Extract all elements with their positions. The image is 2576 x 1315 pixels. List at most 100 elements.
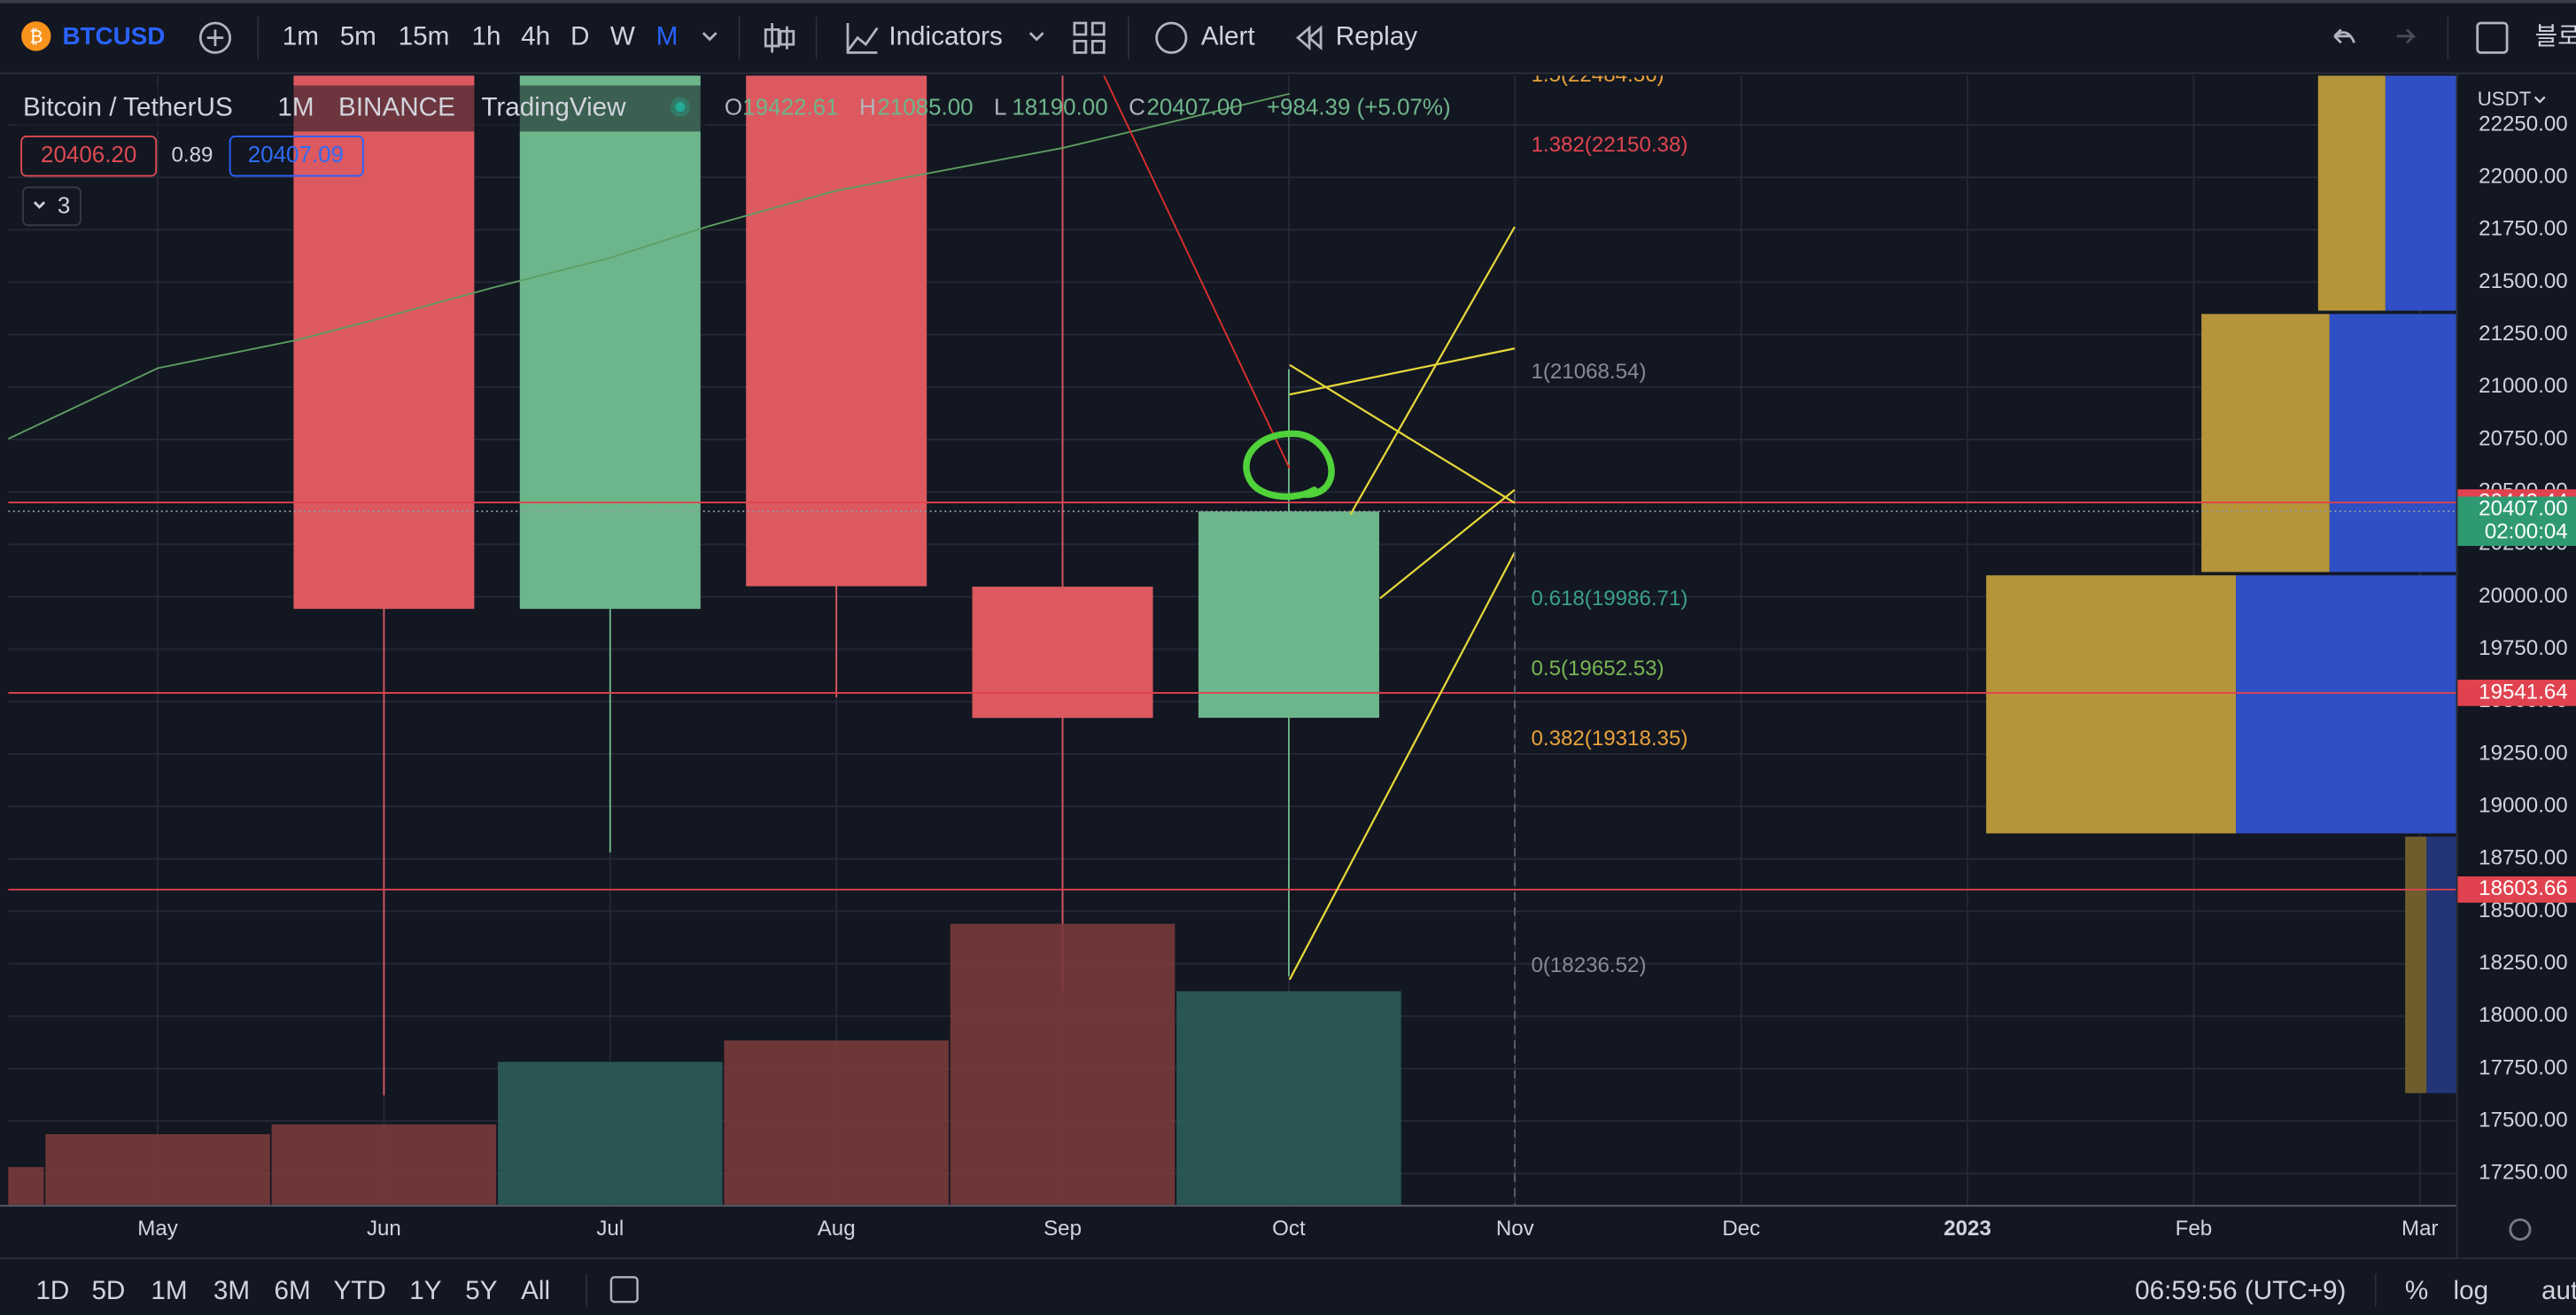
range-button[interactable]: 6M bbox=[275, 1276, 311, 1305]
alert-icon bbox=[1155, 21, 1188, 54]
x-tick-label: Dec bbox=[1722, 1217, 1760, 1241]
y-tick-label: 20000.00 bbox=[2479, 584, 2568, 608]
y-tick-label: 18250.00 bbox=[2479, 951, 2568, 975]
interval-button[interactable]: M bbox=[656, 22, 679, 51]
x-tick-label: Sep bbox=[1044, 1217, 1082, 1241]
replay-button[interactable]: Replay bbox=[1336, 22, 1417, 51]
price-label-box bbox=[2457, 876, 2576, 903]
range-buttons: 1D 5D 1M 3M 6M YTD 1Y 5Y All bbox=[35, 1276, 550, 1305]
chart-type-button[interactable] bbox=[764, 22, 795, 53]
interval-button[interactable]: 1h bbox=[471, 22, 500, 51]
fib-label: 1.5(22484.36) bbox=[1531, 63, 1664, 87]
range-button[interactable]: 1D bbox=[35, 1276, 69, 1305]
fib-label: 0(18236.52) bbox=[1531, 953, 1646, 977]
add-icon bbox=[206, 29, 224, 46]
y-tick-label: 22250.00 bbox=[2479, 112, 2568, 136]
currency[interactable]: USDT bbox=[2478, 88, 2532, 110]
trend-line bbox=[1289, 363, 1516, 504]
indicators-dropdown[interactable] bbox=[1028, 32, 1044, 42]
redo-button[interactable] bbox=[2396, 28, 2417, 44]
alert-button[interactable]: Alert bbox=[1201, 22, 1256, 51]
interval-button[interactable]: 15m bbox=[399, 22, 450, 51]
candle-body bbox=[519, 75, 701, 610]
range-button[interactable]: 1M bbox=[151, 1276, 187, 1305]
volume-profile-down bbox=[2236, 575, 2456, 834]
percent-toggle[interactable]: % bbox=[2405, 1276, 2428, 1305]
top-toolbar bbox=[0, 0, 2576, 73]
x-tick-label: Mar bbox=[2401, 1217, 2439, 1241]
legend-exchange: BINANCE bbox=[338, 92, 455, 121]
toolbar-right-text[interactable]: 블로 bbox=[2535, 22, 2576, 50]
volume-profile-up bbox=[2405, 836, 2427, 1093]
y-tick-label: 18000.00 bbox=[2479, 1003, 2568, 1027]
y-tick-label: 18750.00 bbox=[2479, 846, 2568, 870]
interval-button[interactable]: D bbox=[570, 22, 589, 51]
candle-body bbox=[293, 75, 475, 610]
hand-drawn-circle bbox=[1243, 430, 1335, 501]
spread: 0.89 bbox=[172, 144, 213, 167]
interval-button[interactable]: 4h bbox=[521, 22, 550, 51]
legend-source: TradingView bbox=[481, 92, 626, 121]
range-button[interactable]: 5Y bbox=[465, 1276, 497, 1305]
interval-dropdown[interactable] bbox=[702, 32, 718, 42]
indicators-button[interactable]: Indicators bbox=[888, 22, 1003, 51]
volume-bar bbox=[45, 1133, 270, 1205]
y-tick-label: 21500.00 bbox=[2479, 269, 2568, 293]
interval-button[interactable]: W bbox=[610, 22, 635, 51]
ohlc-label: O bbox=[725, 93, 742, 120]
x-tick-label: Feb bbox=[2176, 1217, 2213, 1241]
indicator-count: 3 bbox=[58, 192, 70, 219]
ohlc-values: O 19422.61 H 21085.00 L 18190.00 C 20407.00 bbox=[725, 93, 1243, 120]
volume-bar bbox=[950, 923, 1175, 1205]
x-tick-label: May bbox=[137, 1217, 178, 1241]
chevron bbox=[33, 201, 46, 209]
undo-button[interactable] bbox=[2333, 28, 2355, 44]
interval-button[interactable]: 5m bbox=[340, 22, 376, 51]
volume-profile-down bbox=[2426, 836, 2456, 1093]
volume-bar bbox=[498, 1062, 723, 1205]
moving-average bbox=[8, 92, 1291, 440]
fib-label: 0.382(19318.35) bbox=[1531, 727, 1688, 751]
symbol[interactable]: BTCUSD bbox=[62, 22, 165, 50]
ask-box[interactable] bbox=[229, 136, 364, 177]
templates-button[interactable] bbox=[1073, 21, 1106, 54]
add-symbol-button[interactable] bbox=[198, 21, 232, 54]
y-tick-label: 22000.00 bbox=[2479, 164, 2568, 188]
axis-settings[interactable] bbox=[2509, 1218, 2532, 1241]
indicator-toggle[interactable] bbox=[22, 186, 81, 227]
volume-profile-up bbox=[2201, 314, 2330, 572]
log-toggle[interactable]: log bbox=[2454, 1276, 2489, 1305]
currency-dropdown[interactable] bbox=[2533, 96, 2546, 104]
range-button[interactable]: All bbox=[521, 1276, 550, 1305]
interval-button[interactable]: 1m bbox=[283, 22, 319, 51]
bid-price: 20406.20 bbox=[41, 141, 136, 167]
ohlc-value: 21085.00 bbox=[877, 93, 973, 120]
auto-toggle[interactable]: auto bbox=[2541, 1276, 2576, 1305]
y-tick-label: 21000.00 bbox=[2479, 374, 2568, 398]
bid-box[interactable] bbox=[20, 136, 158, 177]
fib-label: 1(21068.54) bbox=[1531, 360, 1646, 384]
range-button[interactable]: 5D bbox=[91, 1276, 125, 1305]
fib-label: 1.382(22150.38) bbox=[1531, 133, 1688, 157]
candle-body bbox=[972, 587, 1153, 719]
ohlc-label: L bbox=[994, 93, 1006, 120]
x-tick-label: Nov bbox=[1496, 1217, 1534, 1241]
volume-bar bbox=[724, 1040, 949, 1205]
indicators-icon bbox=[846, 22, 879, 54]
layout-button[interactable] bbox=[2476, 21, 2509, 54]
x-tick-label: Jun bbox=[367, 1217, 401, 1241]
y-tick-label: 19000.00 bbox=[2479, 793, 2568, 817]
y-tick-label: 17250.00 bbox=[2479, 1161, 2568, 1185]
legend-backdrop bbox=[12, 85, 707, 132]
goto-date-button[interactable] bbox=[609, 1276, 639, 1303]
volume-profile-down bbox=[2329, 314, 2456, 572]
range-button[interactable]: YTD bbox=[334, 1276, 386, 1305]
fib-label: 0.5(19652.53) bbox=[1531, 657, 1664, 681]
ask-price: 20407.09 bbox=[248, 141, 344, 167]
legend-interval: 1M bbox=[277, 92, 314, 121]
ohlc-value: 20407.00 bbox=[1147, 93, 1243, 120]
range-button[interactable]: 1Y bbox=[409, 1276, 441, 1305]
ohlc-value: 19422.61 bbox=[742, 93, 838, 120]
range-button[interactable]: 3M bbox=[213, 1276, 250, 1305]
y-tick-label: 20750.00 bbox=[2479, 426, 2568, 450]
